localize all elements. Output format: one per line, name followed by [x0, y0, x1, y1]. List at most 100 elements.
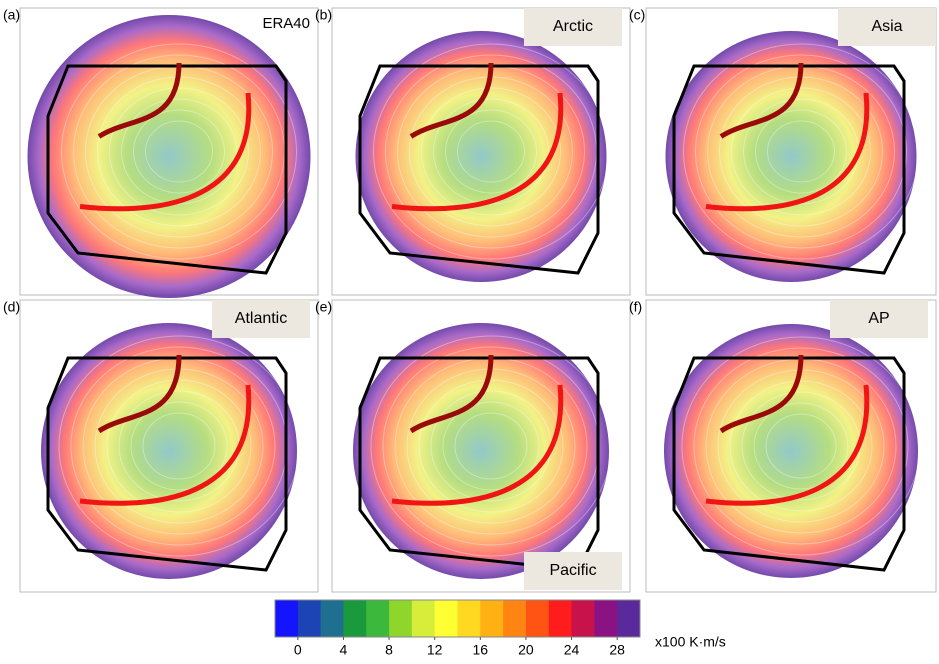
flow-field — [664, 324, 918, 578]
colorbar-swatch — [503, 600, 527, 637]
panel: (f) AP — [629, 299, 937, 593]
colorbar-tick-label: 24 — [564, 642, 580, 658]
streamline — [145, 120, 213, 183]
streamline — [683, 43, 919, 260]
flow-arrow — [391, 384, 564, 506]
colorbar-swatch — [548, 600, 573, 637]
panel-label: (a) — [3, 7, 20, 23]
flow-arrow — [79, 384, 252, 506]
colorbar-unit: x100 K·m/s — [655, 634, 726, 650]
streamline — [457, 120, 525, 183]
panel: (d) Atlantic — [3, 299, 319, 593]
colorbar-swatch — [434, 600, 458, 637]
streamline — [765, 413, 837, 479]
domain-outline — [46, 64, 288, 275]
panel-title: Arctic — [553, 18, 593, 35]
flow-arrow — [97, 62, 182, 139]
streamline — [121, 98, 237, 205]
streamline — [58, 335, 300, 557]
flow-arrow — [409, 62, 494, 139]
streamline — [693, 347, 909, 545]
colorbar-swatch — [594, 600, 618, 637]
colorbar-tick-label: 28 — [609, 642, 625, 658]
panel: (c) Asia — [629, 7, 937, 296]
flow-arrow — [391, 92, 564, 212]
panel-title: Pacific — [549, 562, 596, 579]
colorbar-swatch — [411, 600, 436, 637]
streamline — [767, 120, 835, 183]
panel-title: AP — [868, 310, 889, 327]
streamline — [106, 379, 252, 513]
title-box — [212, 300, 310, 338]
colorbar-swatch — [617, 600, 641, 637]
streamline — [373, 43, 609, 260]
panel-label: (e) — [315, 299, 332, 315]
colorbar-swatch — [320, 600, 344, 637]
colorbar-swatch — [525, 600, 550, 637]
colorbar-swatch — [571, 600, 595, 637]
streamline — [445, 109, 537, 194]
title-box — [838, 8, 936, 46]
colorbar-swatch — [389, 600, 413, 637]
colorbar-frame — [274, 599, 641, 638]
title-box — [524, 552, 622, 590]
streamline — [109, 87, 249, 216]
colorbar-swatch — [343, 600, 367, 637]
panel-label: (b) — [315, 7, 332, 23]
streamline — [695, 54, 907, 249]
streamline — [142, 412, 216, 480]
panel-label: (d) — [3, 299, 20, 315]
flow-field — [27, 15, 311, 298]
flow-field — [665, 31, 917, 282]
colorbar-swatch — [457, 600, 481, 637]
colorbar-swatch — [366, 600, 390, 637]
flow-arrow — [705, 384, 870, 506]
flow-arrow — [719, 62, 804, 139]
panel-title: Asia — [871, 18, 902, 35]
title-box — [830, 300, 928, 338]
colorbar-tick-label: 0 — [294, 642, 302, 658]
panel: (a) ERA40 — [3, 7, 319, 298]
panel-label: (c) — [629, 7, 645, 23]
streamline — [61, 43, 297, 260]
domain-outline — [46, 356, 288, 572]
flow-arrow — [79, 92, 252, 212]
flow-arrow — [705, 92, 870, 212]
colorbar-swatch — [297, 600, 322, 637]
domain-outline — [358, 64, 600, 275]
flow-field — [353, 323, 609, 579]
colorbar-tick-label: 20 — [518, 642, 534, 658]
colorbar-tick-label: 8 — [385, 642, 393, 658]
streamline — [755, 109, 847, 194]
streamline — [731, 87, 871, 216]
colorbar-tick-label: 16 — [473, 642, 489, 658]
flow-arrow — [719, 354, 804, 434]
streamline — [753, 402, 849, 490]
panel: (e) Pacific — [315, 299, 631, 593]
streamline — [130, 401, 228, 491]
domain-outline — [672, 356, 906, 572]
panel: (b) Arctic — [315, 7, 631, 296]
domain-outline — [672, 64, 906, 275]
title-box — [524, 8, 622, 46]
streamline — [418, 379, 564, 513]
streamline — [370, 335, 612, 557]
streamline — [442, 401, 540, 491]
flow-field — [41, 323, 297, 579]
streamline — [421, 87, 561, 216]
flow-field — [355, 31, 607, 282]
streamline — [729, 380, 873, 512]
streamline — [681, 336, 921, 556]
panel-label: (f) — [629, 299, 642, 315]
streamline — [133, 109, 225, 194]
colorbar-swatch — [480, 600, 504, 637]
streamline — [454, 412, 528, 480]
colorbar-tick-label: 12 — [427, 642, 443, 658]
colorbar-swatch — [275, 600, 299, 637]
flow-arrow — [97, 354, 182, 434]
panel-title: Atlantic — [235, 310, 287, 327]
streamline — [433, 98, 549, 205]
colorbar-tick-label: 4 — [340, 642, 348, 658]
panel-title: ERA40 — [262, 15, 310, 32]
